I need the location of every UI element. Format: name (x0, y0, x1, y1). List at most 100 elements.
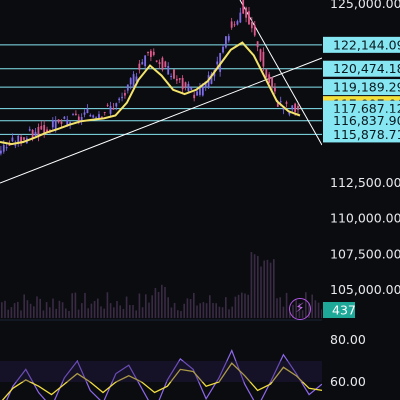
volume-bar (180, 311, 182, 318)
candle-body (8, 143, 11, 146)
volume-bar (282, 306, 285, 318)
candle-body (178, 78, 181, 80)
volume-bar (93, 300, 96, 318)
candle-body (89, 115, 92, 117)
volume-bar (212, 302, 214, 318)
candle-body (259, 49, 262, 61)
price-level-tag[interactable] (323, 79, 400, 96)
candle-body (282, 107, 285, 110)
volume-bar (253, 254, 256, 318)
price-level-tag-label: 117,687.12 (333, 101, 400, 116)
price-level-tag[interactable] (323, 60, 400, 77)
candle-body (288, 111, 291, 115)
volume-bar (23, 294, 25, 318)
volume-bar (17, 301, 19, 318)
volume-bar (173, 302, 176, 318)
volume-bar (52, 298, 54, 318)
volume-bar (276, 298, 278, 318)
volume-bar (247, 294, 249, 318)
volume-bar (234, 296, 237, 318)
candle-body (181, 77, 184, 90)
lightning-bolt-icon[interactable]: ⚡ (289, 298, 311, 320)
candle-body (285, 102, 288, 104)
candle-body (152, 51, 155, 55)
candle-body (204, 81, 207, 88)
price-level-tag[interactable] (323, 112, 400, 129)
candle-body (201, 86, 204, 96)
volume-badge (323, 302, 355, 318)
volume-bar (1, 302, 3, 318)
candle-body (43, 124, 46, 133)
volume-bar (45, 302, 48, 318)
volume-bar (106, 292, 109, 318)
price-axis-tick-label: 125,000.00 (330, 0, 400, 11)
volume-bar (285, 292, 288, 318)
volume-bar (205, 303, 208, 318)
volume-bar (151, 295, 153, 318)
volume-bar (154, 287, 157, 318)
oscillator-band (0, 361, 322, 382)
volume-bar (77, 309, 80, 318)
volume-badge-label: 437 (332, 303, 356, 318)
oscillator-axis-tick-label: 60.00 (330, 374, 366, 389)
candle-body (297, 105, 299, 110)
volume-bar (161, 284, 163, 318)
volume-bar (164, 286, 166, 318)
volume-bar (97, 298, 99, 318)
volume-bar (36, 296, 38, 318)
volume-bar (113, 307, 115, 318)
volume-bar (215, 303, 217, 318)
candle-body (31, 129, 34, 138)
candle-body (109, 106, 112, 114)
price-level-tag[interactable] (323, 126, 400, 143)
moving-average-line (0, 41, 301, 146)
volume-bar (61, 302, 64, 318)
candle-body (132, 74, 135, 88)
volume-bar (244, 293, 246, 318)
candle-body (141, 62, 144, 65)
candle-body (5, 147, 8, 149)
volume-bar (20, 310, 22, 318)
volume-bar (58, 300, 61, 318)
candle-body (253, 25, 256, 36)
candle-body (57, 119, 60, 123)
candle-body (187, 83, 190, 92)
volume-bar (241, 292, 243, 318)
volume-bar (65, 308, 67, 318)
volume-bar (228, 309, 230, 318)
volume-bar (170, 307, 173, 318)
price-axis-tick-label: 105,000.00 (330, 282, 400, 297)
volume-bar (132, 304, 134, 318)
oscillator-line-1 (6, 348, 323, 400)
price-level-tag[interactable] (323, 36, 400, 53)
candle-body (219, 53, 222, 72)
candle-body (155, 60, 158, 62)
candle-body (294, 103, 297, 112)
oscillator-axis-tick-label: 80.00 (330, 332, 366, 347)
volume-bar (7, 309, 9, 318)
volume-bar (4, 300, 6, 318)
volume-bar (196, 305, 198, 318)
price-level-tag[interactable] (323, 100, 400, 117)
volume-bar (71, 293, 73, 318)
volume-bar (177, 310, 179, 318)
volume-bar (221, 307, 224, 318)
price-axis-tick-label: 110,000.00 (330, 211, 400, 226)
candle-body (83, 112, 86, 115)
candle-body (248, 11, 250, 25)
candle-body (69, 122, 72, 125)
price-level-tag-label: 116,837.90 (333, 113, 400, 128)
candle-body (222, 46, 224, 53)
volume-bar (193, 292, 195, 318)
candle-body (77, 116, 80, 121)
volume-bar (273, 259, 275, 318)
candle-body (236, 21, 239, 25)
candle-body (66, 119, 69, 126)
volume-bar (266, 259, 269, 318)
candle-body (106, 104, 109, 106)
candle-body (37, 126, 40, 138)
candle-body (129, 78, 132, 85)
candle-body (291, 105, 294, 110)
volume-bar (314, 300, 317, 318)
